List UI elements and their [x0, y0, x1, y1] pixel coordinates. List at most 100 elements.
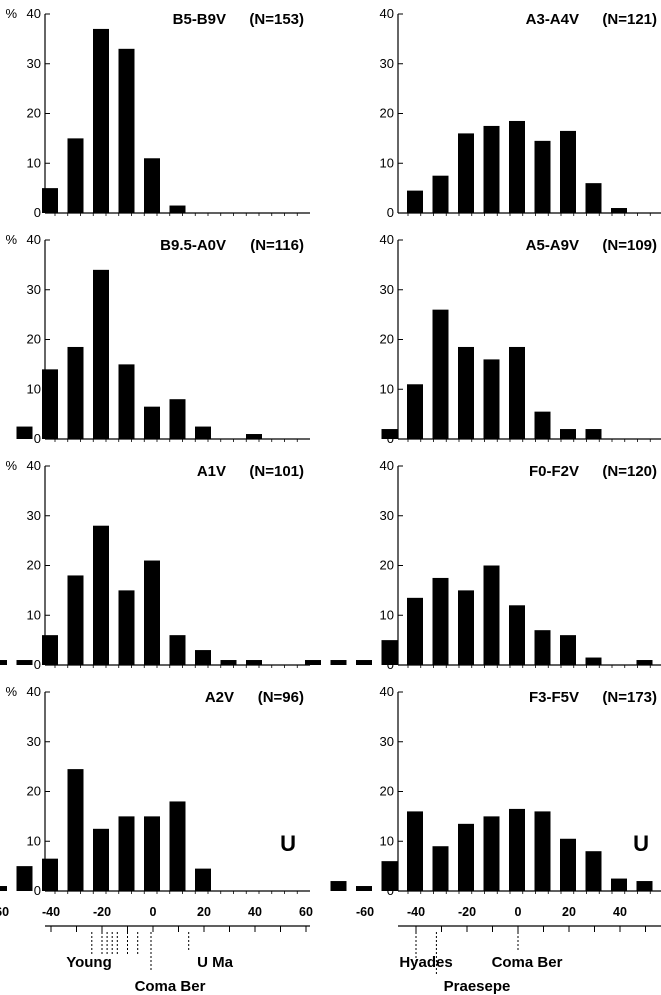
histogram-bar [42, 369, 58, 439]
velocity-tick-label: -20 [93, 905, 111, 919]
histogram-bar [458, 823, 474, 891]
histogram-bar [483, 816, 500, 891]
panel-title: F0-F2V [529, 463, 579, 480]
y-tick-label: 0 [387, 205, 394, 220]
panel-count-label: (N=153) [249, 11, 304, 28]
histogram-bar [118, 590, 135, 665]
y-tick-label: 30 [380, 282, 394, 297]
y-tick-label: 10 [27, 833, 41, 848]
histogram-bar [144, 816, 160, 891]
histogram-bar [534, 811, 551, 891]
histogram-bar [305, 660, 321, 665]
y-tick-label: 0 [34, 657, 41, 672]
panel-title: F3-F5V [529, 689, 579, 706]
velocity-tick-label: -60 [356, 905, 374, 919]
velocity-tick-label: 0 [150, 905, 157, 919]
velocity-axis-left: -60 -40 -20 0 20 40 60 Young U Ma Coma Ber [0, 905, 313, 995]
histogram-bar [611, 878, 627, 891]
y-tick-label: 20 [27, 106, 41, 121]
y-axis-unit-label: % [5, 232, 17, 247]
histogram-bar [585, 183, 602, 213]
histogram-bar [483, 359, 500, 439]
group-label: Young [66, 954, 112, 971]
histogram-panel: 0 10 20 30 40% (N=116) B9.5-A0V [5, 232, 310, 446]
group-label: Praesepe [444, 978, 511, 995]
histogram-bar [534, 140, 551, 213]
y-tick-label: 10 [27, 155, 41, 170]
panel-title: A1V [197, 463, 226, 480]
group-label: Coma Ber [492, 954, 563, 971]
histogram-bar [560, 130, 576, 213]
y-tick-label: 20 [380, 558, 394, 573]
panels-layer: 0 10 20 30 40% (N=153) B5-B9V 0 10 20 30 40 (N=121) A… [0, 6, 661, 898]
y-tick-label: 30 [27, 282, 41, 297]
panel-count-label: (N=116) [250, 237, 304, 254]
histogram-bar [118, 816, 135, 891]
histogram-bar [0, 660, 7, 665]
y-tick-label: 30 [380, 508, 394, 523]
histogram-bar [585, 657, 602, 665]
histogram-bar [458, 133, 474, 213]
velocity-tick-label: -40 [407, 905, 425, 919]
histogram-bar [483, 125, 500, 213]
y-tick-label: 10 [27, 381, 41, 396]
histogram-bar [169, 635, 186, 665]
y-tick-label: 10 [380, 607, 394, 622]
histogram-bar [246, 660, 262, 665]
group-label: U Ma [197, 954, 233, 971]
histogram-bar [585, 851, 602, 891]
panel-count-label: (N=96) [258, 689, 304, 706]
histogram-bar [16, 426, 33, 439]
histogram-bar [432, 846, 449, 891]
histogram-bar [330, 660, 347, 665]
histogram-bar [16, 866, 33, 891]
histogram-bar [93, 28, 109, 213]
histogram-bar [636, 660, 653, 665]
histogram-bar [432, 309, 449, 439]
y-tick-label: 40 [27, 232, 41, 247]
panel-title: A5-A9V [526, 237, 579, 254]
y-tick-label: 30 [380, 56, 394, 71]
velocity-tick-label: -60 [0, 905, 9, 919]
panel-title: A3-A4V [526, 11, 579, 28]
histogram-bar [42, 635, 58, 665]
histogram-bar [611, 208, 627, 213]
histogram-bar [0, 886, 7, 891]
histogram-bar [432, 175, 449, 213]
histogram-bar [16, 660, 33, 665]
histogram-bar [356, 660, 372, 665]
y-tick-label: 20 [380, 106, 394, 121]
histogram-bar [144, 560, 160, 665]
histogram-bar [220, 660, 237, 665]
histogram-bar [381, 861, 398, 891]
velocity-tick-label: -40 [42, 905, 60, 919]
y-tick-label: 30 [27, 56, 41, 71]
histogram-bar [458, 590, 474, 665]
y-tick-label: 10 [380, 155, 394, 170]
histogram-bar [585, 429, 602, 439]
histogram-bar [534, 630, 551, 665]
panel-count-label: (N=120) [602, 463, 657, 480]
panel-count-label: (N=109) [602, 237, 657, 254]
histogram-bar [356, 886, 372, 891]
y-tick-label: 40 [380, 232, 394, 247]
y-tick-label: 20 [380, 332, 394, 347]
y-tick-label: 10 [27, 607, 41, 622]
histogram-bar [195, 426, 211, 439]
histogram-bar [407, 597, 423, 665]
panel-count-label: (N=101) [249, 463, 304, 480]
histogram-bar [458, 346, 474, 439]
y-tick-label: 40 [27, 684, 41, 699]
histogram-bar [118, 364, 135, 439]
velocity-tick-label: 20 [197, 905, 211, 919]
histogram-panel: 0 10 20 30 40% (N=101) A1V [0, 458, 310, 672]
velocity-tick-label: 40 [248, 905, 262, 919]
y-tick-label: 20 [27, 332, 41, 347]
histogram-bar [67, 769, 84, 891]
histogram-bar [93, 828, 109, 891]
histogram-bar [42, 188, 58, 213]
